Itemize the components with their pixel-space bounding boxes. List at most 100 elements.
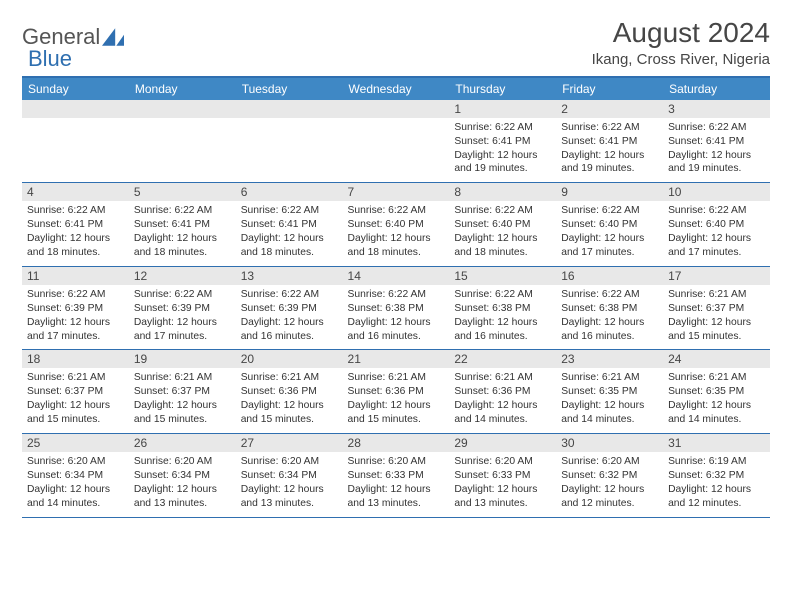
day-details: Sunrise: 6:21 AMSunset: 6:37 PMDaylight:… (129, 368, 236, 433)
sunset-text: Sunset: 6:34 PM (27, 469, 124, 483)
daylight-text: Daylight: 12 hours and 15 minutes. (134, 399, 231, 427)
calendar-cell: 3Sunrise: 6:22 AMSunset: 6:41 PMDaylight… (663, 100, 770, 183)
day-details: Sunrise: 6:22 AMSunset: 6:38 PMDaylight:… (556, 285, 663, 350)
daylight-text: Daylight: 12 hours and 18 minutes. (134, 232, 231, 260)
day-details: Sunrise: 6:22 AMSunset: 6:41 PMDaylight:… (663, 118, 770, 183)
sunrise-text: Sunrise: 6:20 AM (348, 455, 445, 469)
calendar-cell (22, 100, 129, 183)
day-number: 25 (22, 434, 129, 452)
calendar-row: 4Sunrise: 6:22 AMSunset: 6:41 PMDaylight… (22, 183, 770, 267)
weekday-header: Friday (556, 77, 663, 100)
daylight-text: Daylight: 12 hours and 19 minutes. (561, 149, 658, 177)
day-number: 6 (236, 183, 343, 201)
calendar-cell: 15Sunrise: 6:22 AMSunset: 6:38 PMDayligh… (449, 266, 556, 350)
day-details: Sunrise: 6:22 AMSunset: 6:38 PMDaylight:… (343, 285, 450, 350)
daylight-text: Daylight: 12 hours and 15 minutes. (348, 399, 445, 427)
weekday-header: Thursday (449, 77, 556, 100)
weekday-header: Monday (129, 77, 236, 100)
sunrise-text: Sunrise: 6:20 AM (454, 455, 551, 469)
calendar-cell: 7Sunrise: 6:22 AMSunset: 6:40 PMDaylight… (343, 183, 450, 267)
calendar-cell: 20Sunrise: 6:21 AMSunset: 6:36 PMDayligh… (236, 350, 343, 434)
day-details: Sunrise: 6:22 AMSunset: 6:39 PMDaylight:… (129, 285, 236, 350)
sunrise-text: Sunrise: 6:21 AM (668, 288, 765, 302)
day-details: Sunrise: 6:22 AMSunset: 6:41 PMDaylight:… (129, 201, 236, 266)
sunrise-text: Sunrise: 6:21 AM (668, 371, 765, 385)
empty-daynum (236, 100, 343, 118)
calendar-cell: 30Sunrise: 6:20 AMSunset: 6:32 PMDayligh… (556, 434, 663, 518)
sunset-text: Sunset: 6:38 PM (454, 302, 551, 316)
day-details: Sunrise: 6:22 AMSunset: 6:41 PMDaylight:… (236, 201, 343, 266)
daylight-text: Daylight: 12 hours and 14 minutes. (454, 399, 551, 427)
day-number: 20 (236, 350, 343, 368)
day-details: Sunrise: 6:21 AMSunset: 6:35 PMDaylight:… (556, 368, 663, 433)
day-details: Sunrise: 6:20 AMSunset: 6:33 PMDaylight:… (449, 452, 556, 517)
page-header: General August 2024 Ikang, Cross River, … (22, 18, 770, 68)
day-number: 1 (449, 100, 556, 118)
calendar-row: 25Sunrise: 6:20 AMSunset: 6:34 PMDayligh… (22, 434, 770, 518)
calendar-row: 1Sunrise: 6:22 AMSunset: 6:41 PMDaylight… (22, 100, 770, 183)
sunset-text: Sunset: 6:36 PM (454, 385, 551, 399)
sunset-text: Sunset: 6:39 PM (241, 302, 338, 316)
empty-daynum (129, 100, 236, 118)
day-number: 13 (236, 267, 343, 285)
day-details: Sunrise: 6:22 AMSunset: 6:41 PMDaylight:… (449, 118, 556, 183)
sunrise-text: Sunrise: 6:21 AM (241, 371, 338, 385)
sunset-text: Sunset: 6:37 PM (134, 385, 231, 399)
sunset-text: Sunset: 6:38 PM (348, 302, 445, 316)
logo-text-2: Blue (28, 46, 72, 72)
sunrise-text: Sunrise: 6:22 AM (668, 204, 765, 218)
calendar-cell: 11Sunrise: 6:22 AMSunset: 6:39 PMDayligh… (22, 266, 129, 350)
day-number: 16 (556, 267, 663, 285)
day-details: Sunrise: 6:22 AMSunset: 6:40 PMDaylight:… (556, 201, 663, 266)
calendar-cell: 27Sunrise: 6:20 AMSunset: 6:34 PMDayligh… (236, 434, 343, 518)
daylight-text: Daylight: 12 hours and 13 minutes. (241, 483, 338, 511)
sunset-text: Sunset: 6:40 PM (561, 218, 658, 232)
daylight-text: Daylight: 12 hours and 14 minutes. (561, 399, 658, 427)
sunrise-text: Sunrise: 6:22 AM (134, 288, 231, 302)
sunset-text: Sunset: 6:34 PM (241, 469, 338, 483)
day-details: Sunrise: 6:21 AMSunset: 6:37 PMDaylight:… (663, 285, 770, 350)
calendar-cell: 5Sunrise: 6:22 AMSunset: 6:41 PMDaylight… (129, 183, 236, 267)
calendar-cell (129, 100, 236, 183)
sunrise-text: Sunrise: 6:22 AM (668, 121, 765, 135)
sunset-text: Sunset: 6:41 PM (561, 135, 658, 149)
day-details: Sunrise: 6:20 AMSunset: 6:34 PMDaylight:… (236, 452, 343, 517)
calendar-cell: 8Sunrise: 6:22 AMSunset: 6:40 PMDaylight… (449, 183, 556, 267)
calendar-cell: 13Sunrise: 6:22 AMSunset: 6:39 PMDayligh… (236, 266, 343, 350)
sunset-text: Sunset: 6:41 PM (134, 218, 231, 232)
day-details: Sunrise: 6:22 AMSunset: 6:38 PMDaylight:… (449, 285, 556, 350)
daylight-text: Daylight: 12 hours and 13 minutes. (134, 483, 231, 511)
sunrise-text: Sunrise: 6:20 AM (134, 455, 231, 469)
empty-daynum (22, 100, 129, 118)
day-number: 28 (343, 434, 450, 452)
calendar-page: General August 2024 Ikang, Cross River, … (0, 0, 792, 518)
day-number: 23 (556, 350, 663, 368)
calendar-cell (343, 100, 450, 183)
empty-cell-body (22, 118, 129, 182)
day-details: Sunrise: 6:22 AMSunset: 6:41 PMDaylight:… (556, 118, 663, 183)
day-details: Sunrise: 6:22 AMSunset: 6:40 PMDaylight:… (449, 201, 556, 266)
day-details: Sunrise: 6:20 AMSunset: 6:33 PMDaylight:… (343, 452, 450, 517)
calendar-cell: 6Sunrise: 6:22 AMSunset: 6:41 PMDaylight… (236, 183, 343, 267)
sunrise-text: Sunrise: 6:22 AM (348, 204, 445, 218)
daylight-text: Daylight: 12 hours and 17 minutes. (27, 316, 124, 344)
day-details: Sunrise: 6:21 AMSunset: 6:36 PMDaylight:… (236, 368, 343, 433)
day-number: 2 (556, 100, 663, 118)
sunrise-text: Sunrise: 6:22 AM (454, 288, 551, 302)
page-title: August 2024 (592, 18, 770, 49)
day-number: 21 (343, 350, 450, 368)
sunrise-text: Sunrise: 6:22 AM (241, 288, 338, 302)
sunset-text: Sunset: 6:36 PM (348, 385, 445, 399)
day-details: Sunrise: 6:20 AMSunset: 6:34 PMDaylight:… (22, 452, 129, 517)
title-block: August 2024 Ikang, Cross River, Nigeria (592, 18, 770, 68)
sunrise-text: Sunrise: 6:22 AM (454, 204, 551, 218)
day-details: Sunrise: 6:20 AMSunset: 6:34 PMDaylight:… (129, 452, 236, 517)
calendar-cell: 29Sunrise: 6:20 AMSunset: 6:33 PMDayligh… (449, 434, 556, 518)
day-number: 3 (663, 100, 770, 118)
sunrise-text: Sunrise: 6:22 AM (454, 121, 551, 135)
calendar-cell: 1Sunrise: 6:22 AMSunset: 6:41 PMDaylight… (449, 100, 556, 183)
day-number: 4 (22, 183, 129, 201)
daylight-text: Daylight: 12 hours and 14 minutes. (668, 399, 765, 427)
sunrise-text: Sunrise: 6:22 AM (241, 204, 338, 218)
empty-cell-body (236, 118, 343, 182)
